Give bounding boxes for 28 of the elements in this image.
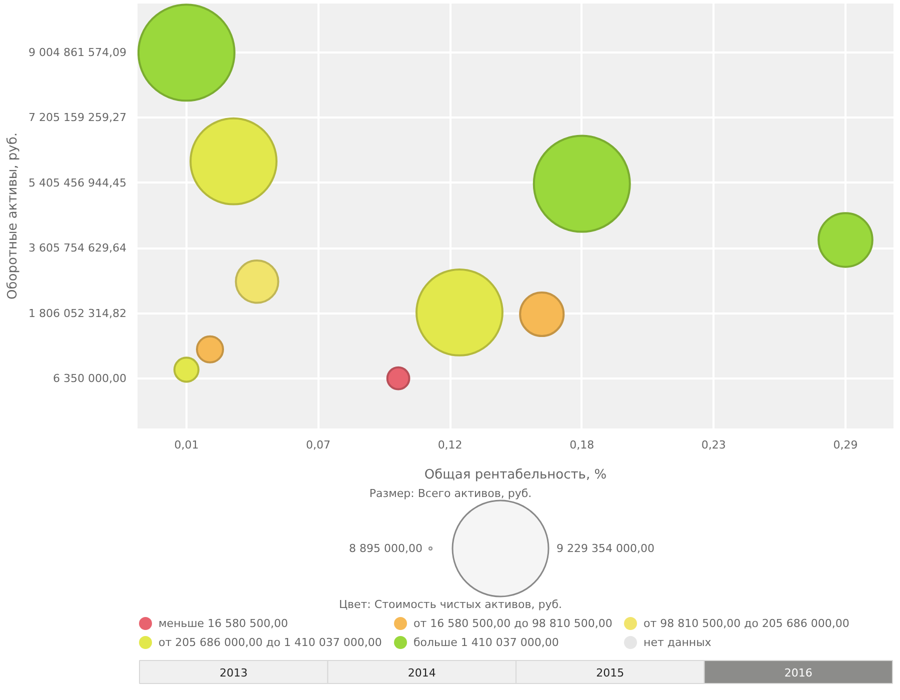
- legend-label: больше 1 410 037 000,00: [414, 636, 559, 649]
- legend-title: Цвет: Стоимость чистых активов, руб.: [338, 598, 562, 611]
- legend-label: от 98 810 500,00 до 205 686 000,00: [644, 617, 850, 630]
- legend-label: от 205 686 000,00 до 1 410 037 000,00: [158, 636, 382, 649]
- text: 2013: [220, 666, 248, 680]
- legend-label: от 16 580 500,00 до 98 810 500,00: [414, 617, 612, 630]
- y-tick-label: 1 806 052 314,82: [28, 306, 126, 320]
- y-tick-label: 3 605 754 629,64: [28, 242, 126, 255]
- legend-label: нет данных: [644, 636, 712, 649]
- x-tick-label: 0,12: [438, 438, 462, 452]
- text: Размер: Всего активов, руб.: [369, 487, 532, 500]
- text: 2016: [784, 666, 812, 680]
- legend-label: меньше 16 580 500,00: [158, 617, 288, 630]
- x-tick-label: 0,29: [833, 438, 858, 452]
- y-axis-title: Оборотные активы, руб.: [6, 132, 21, 300]
- text: 2014: [408, 666, 436, 680]
- y-tick-label: 9 004 861 574,09: [28, 46, 126, 59]
- y-tick-label: 5 405 456 944,45: [28, 176, 126, 190]
- text: 2015: [596, 666, 624, 680]
- y-tick-label: 6 350 000,00: [53, 372, 127, 385]
- x-tick-label: 0,23: [701, 438, 726, 452]
- x-tick-label: 0,01: [174, 438, 199, 452]
- x-tick-label: 0,18: [570, 438, 594, 452]
- legend-label: 8 895 000,00: [349, 542, 423, 555]
- x-axis-title: Общая рентабельность, %: [424, 468, 607, 482]
- y-tick-label: 7 205 159 259,27: [28, 111, 126, 124]
- legend-label: 9 229 354 000,00: [556, 542, 654, 555]
- x-tick-label: 0,07: [306, 438, 331, 452]
